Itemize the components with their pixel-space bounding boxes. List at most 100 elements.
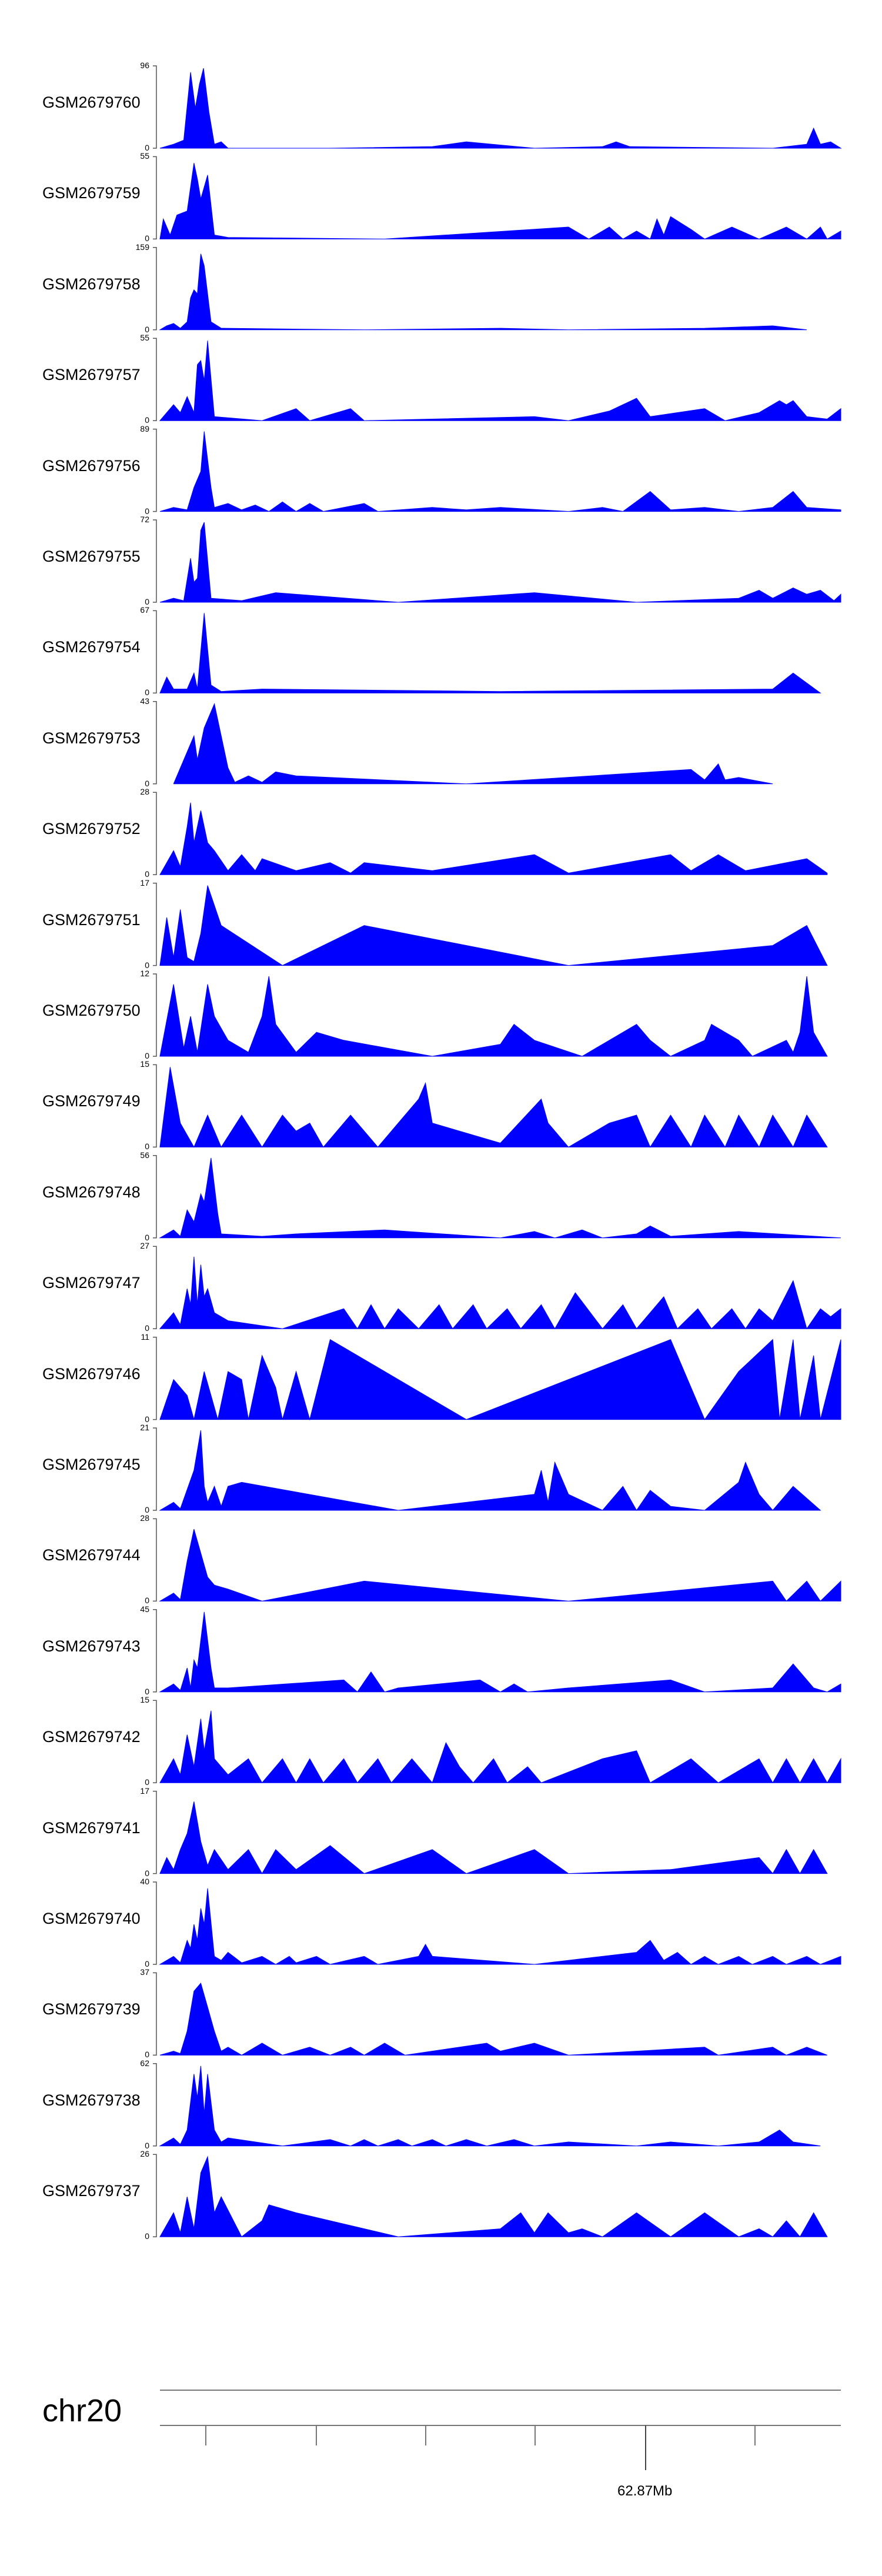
track-label: GSM2679744 (42, 1546, 141, 1564)
track-label: GSM2679741 (42, 1818, 141, 1837)
track-label: GSM2679749 (42, 1092, 141, 1110)
coverage-area (159, 522, 841, 603)
track-y-axis (153, 1336, 157, 1420)
coverage-area (159, 1067, 828, 1148)
coverage-area (159, 1157, 841, 1239)
track-y-axis (153, 65, 157, 149)
axis-min-label: 0 (145, 415, 149, 425)
track-label: GSM2679740 (42, 1910, 141, 1927)
axis-max-label: 89 (140, 423, 149, 433)
axis-max-label: 37 (140, 1967, 149, 1977)
track-label: GSM2679737 (42, 2182, 141, 2200)
axis-min-label: 0 (145, 506, 149, 516)
axis-max-label: 96 (140, 61, 149, 70)
axis-min-label: 0 (145, 960, 149, 970)
track-y-axis (153, 247, 157, 331)
track-label: GSM2679738 (42, 2091, 141, 2109)
track-y-axis (153, 338, 157, 421)
track-y-axis (153, 156, 157, 240)
axis-min-label: 0 (145, 1868, 149, 1878)
track-label: GSM2679746 (42, 1364, 141, 1383)
chromosome-label: chr20 (42, 2393, 122, 2428)
track-label: GSM2679739 (42, 2000, 141, 2018)
track-y-axis (153, 2154, 157, 2237)
track-y-axis (153, 1064, 157, 1148)
coverage-area (173, 703, 773, 785)
axis-min-label: 0 (145, 1777, 149, 1787)
coverage-area (159, 1430, 821, 1511)
track-y-axis (153, 1700, 157, 1783)
axis-min-label: 0 (145, 1323, 149, 1333)
axis-max-label: 56 (140, 1150, 149, 1160)
track-label: GSM2679755 (42, 548, 141, 565)
coverage-area (159, 976, 828, 1057)
axis-min-label: 0 (145, 688, 149, 698)
track-y-axis (153, 610, 157, 694)
track-label: GSM2679743 (42, 1637, 141, 1655)
coverage-area (159, 68, 842, 149)
axis-min-label: 0 (145, 1232, 149, 1242)
coverage-area (159, 1339, 841, 1421)
coverage-area (159, 1611, 841, 1693)
track-label: GSM2679742 (42, 1728, 141, 1746)
track-label: GSM2679753 (42, 729, 141, 747)
position-tick-label: 62.87Mb (617, 2483, 673, 2499)
axis-min-label: 0 (145, 1596, 149, 1606)
axis-max-label: 55 (140, 333, 149, 343)
coverage-area (159, 253, 807, 331)
axis-min-label: 0 (145, 1142, 149, 1152)
track-y-axis (153, 1155, 157, 1239)
coverage-area (159, 1710, 841, 1784)
track-y-axis (153, 1972, 157, 2056)
coverage-area (159, 431, 841, 512)
axis-min-label: 0 (145, 2140, 149, 2150)
axis-min-label: 0 (145, 1414, 149, 1424)
axis-min-label: 0 (145, 1686, 149, 1696)
track-label: GSM2679751 (42, 910, 141, 929)
track-y-axis (153, 701, 157, 785)
axis-max-label: 26 (140, 2149, 149, 2159)
track-label: GSM2679752 (42, 820, 141, 838)
coverage-area (159, 802, 828, 875)
axis-max-label: 28 (140, 1513, 149, 1523)
track-y-axis (153, 2063, 157, 2147)
track-label: GSM2679757 (42, 366, 141, 384)
track-label: GSM2679745 (42, 1456, 141, 1473)
axis-min-label: 0 (145, 597, 149, 606)
track-y-axis (153, 1427, 157, 1511)
track-y-axis (153, 792, 157, 875)
axis-max-label: 11 (141, 1332, 149, 1342)
axis-max-label: 40 (140, 1877, 149, 1886)
axis-max-label: 17 (140, 1786, 149, 1796)
coverage-area (159, 885, 828, 966)
track-y-axis (153, 428, 157, 512)
axis-min-label: 0 (145, 1051, 149, 1060)
track-label: GSM2679754 (42, 638, 141, 656)
track-label: GSM2679747 (42, 1274, 141, 1292)
coverage-area (159, 163, 841, 240)
axis-max-label: 17 (140, 877, 149, 887)
axis-min-label: 0 (145, 233, 149, 243)
coverage-area (159, 341, 841, 421)
coverage-area (159, 1982, 827, 2056)
axis-min-label: 0 (145, 1959, 149, 1968)
axis-min-label: 0 (145, 869, 149, 879)
track-y-axis (153, 1246, 157, 1329)
axis-min-label: 0 (145, 143, 149, 152)
axis-max-label: 43 (140, 696, 149, 706)
track-label: GSM2679748 (42, 1183, 141, 1201)
axis-min-label: 0 (145, 1505, 149, 1514)
track-y-axis (153, 519, 157, 603)
coverage-area (159, 1529, 841, 1602)
axis-max-label: 15 (140, 1695, 149, 1705)
track-label: GSM2679760 (42, 94, 141, 111)
coverage-area (159, 1256, 841, 1330)
track-label: GSM2679758 (42, 275, 141, 293)
axis-max-label: 62 (140, 2058, 149, 2068)
coverage-area (159, 613, 821, 693)
axis-max-label: 159 (135, 242, 149, 252)
track-y-axis (153, 882, 157, 966)
track-y-axis (153, 1790, 157, 1874)
axis-max-label: 15 (140, 1059, 149, 1069)
axis-max-label: 27 (140, 1241, 149, 1251)
